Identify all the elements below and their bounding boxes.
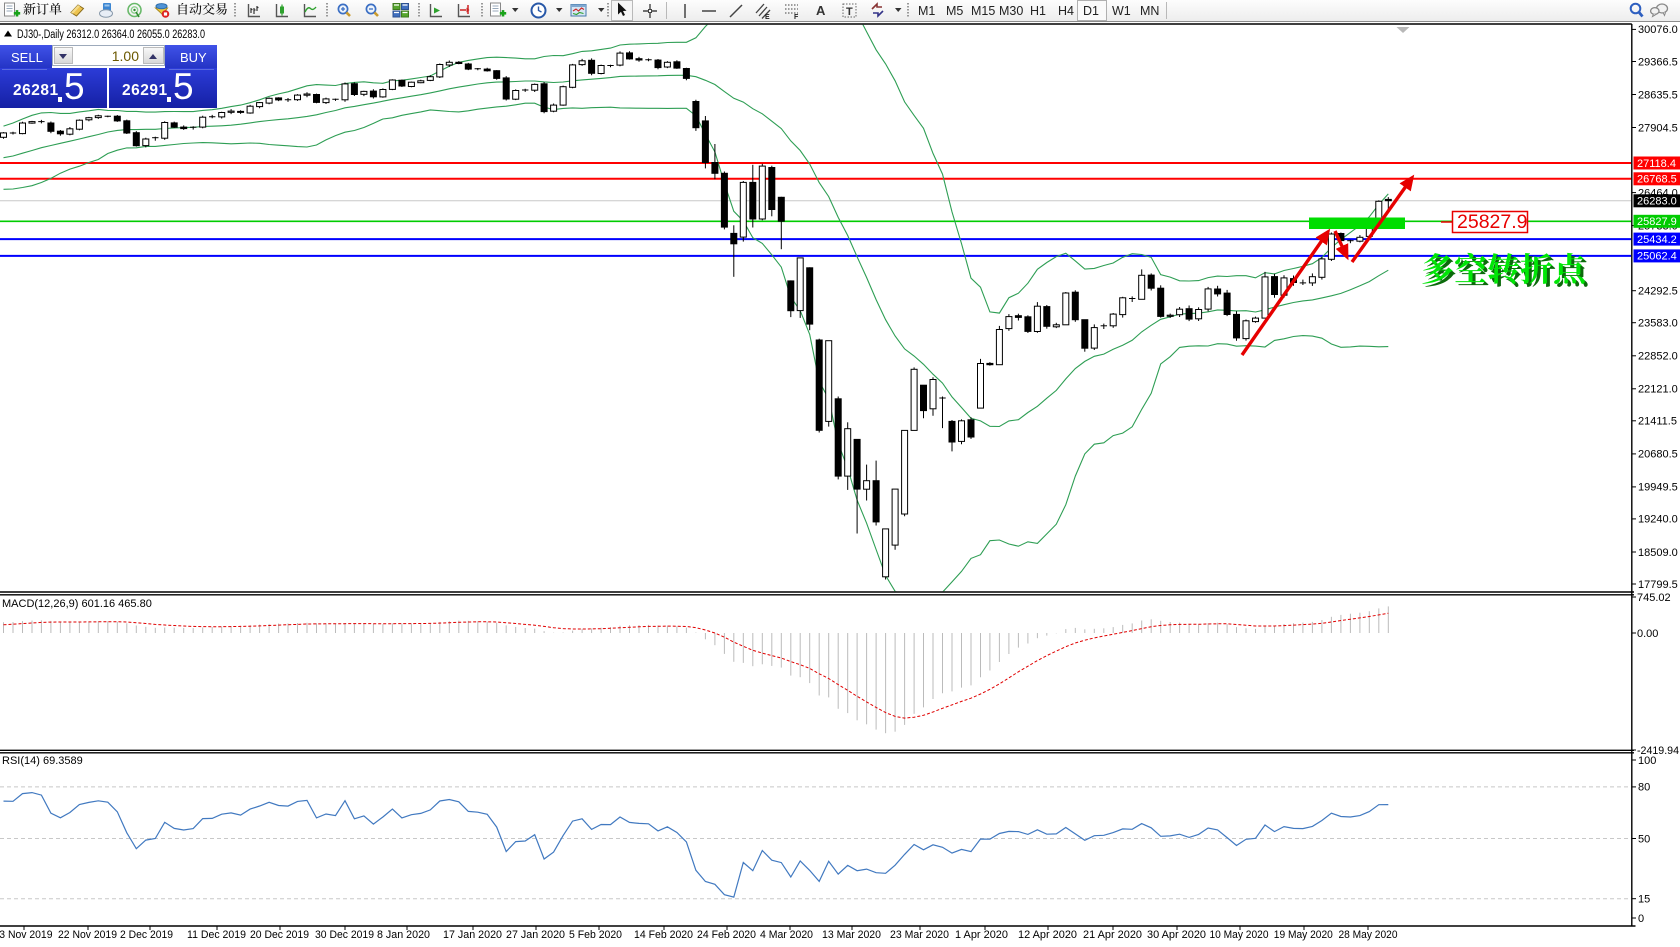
svg-text:21 Apr 2020: 21 Apr 2020 [1083, 929, 1142, 941]
svg-text:27 Jan 2020: 27 Jan 2020 [506, 929, 565, 941]
svg-text:13 Mar 2020: 13 Mar 2020 [822, 929, 881, 941]
svg-text:28635.5: 28635.5 [1638, 89, 1678, 101]
svg-text:27118.4: 27118.4 [1637, 158, 1676, 170]
svg-text:28 May 2020: 28 May 2020 [1339, 929, 1398, 941]
svg-text:11 Dec 2019: 11 Dec 2019 [187, 929, 246, 941]
svg-text:20 Dec 2019: 20 Dec 2019 [250, 929, 309, 941]
svg-text:745.02: 745.02 [1637, 592, 1671, 604]
svg-text:DJ30-,Daily 26312.0 26364.0 2: DJ30-,Daily 26312.0 26364.0 26055.0 2628… [17, 29, 205, 41]
svg-text:13 Nov 2019: 13 Nov 2019 [0, 929, 53, 941]
svg-text:25827.9: 25827.9 [1637, 216, 1677, 228]
svg-text:19240.0: 19240.0 [1638, 514, 1678, 526]
svg-text:10 May 2020: 10 May 2020 [1210, 929, 1269, 941]
svg-text:1 Apr 2020: 1 Apr 2020 [955, 929, 1008, 941]
svg-text:14 Feb 2020: 14 Feb 2020 [634, 929, 693, 941]
svg-text:MACD(12,26,9) 601.16 465.80: MACD(12,26,9) 601.16 465.80 [2, 598, 152, 610]
svg-text:30 Apr 2020: 30 Apr 2020 [1147, 929, 1206, 941]
svg-text:19949.5: 19949.5 [1638, 482, 1678, 494]
svg-text:27904.5: 27904.5 [1638, 122, 1678, 134]
svg-text:12 Apr 2020: 12 Apr 2020 [1018, 929, 1077, 941]
svg-text:T: T [846, 6, 853, 18]
svg-text:30 Dec 2019: 30 Dec 2019 [315, 929, 374, 941]
svg-text:23 Mar 2020: 23 Mar 2020 [890, 929, 949, 941]
svg-text:18509.0: 18509.0 [1638, 547, 1678, 559]
svg-text:25062.4: 25062.4 [1637, 251, 1677, 263]
svg-text:24292.5: 24292.5 [1638, 286, 1678, 298]
svg-text:-2419.94: -2419.94 [1637, 745, 1679, 757]
svg-text:2 Dec 2019: 2 Dec 2019 [120, 929, 173, 941]
svg-text:20680.5: 20680.5 [1638, 449, 1678, 461]
svg-text:25827.9: 25827.9 [1457, 211, 1528, 233]
svg-text:22121.0: 22121.0 [1638, 384, 1678, 396]
svg-text:5 Feb 2020: 5 Feb 2020 [569, 929, 622, 941]
svg-text:17799.5: 17799.5 [1638, 579, 1678, 591]
svg-text:0: 0 [1638, 913, 1644, 925]
svg-text:RSI(14) 69.3589: RSI(14) 69.3589 [2, 755, 83, 767]
svg-text:30076.0: 30076.0 [1638, 24, 1678, 36]
svg-text:26768.5: 26768.5 [1637, 174, 1677, 186]
svg-text:50: 50 [1638, 833, 1650, 845]
svg-text:100: 100 [1638, 755, 1656, 767]
svg-text:19 May 2020: 19 May 2020 [1274, 929, 1333, 941]
svg-text:4 Mar 2020: 4 Mar 2020 [760, 929, 813, 941]
svg-text:E: E [765, 14, 770, 20]
svg-text:22 Nov 2019: 22 Nov 2019 [58, 929, 117, 941]
svg-text:80: 80 [1638, 782, 1650, 794]
svg-text:0.00: 0.00 [1637, 628, 1658, 640]
svg-text:29366.5: 29366.5 [1638, 56, 1678, 68]
svg-text:F: F [794, 14, 799, 20]
svg-text:15: 15 [1638, 894, 1650, 906]
svg-text:8 Jan 2020: 8 Jan 2020 [377, 929, 430, 941]
svg-text:25434.2: 25434.2 [1637, 234, 1677, 246]
svg-text:17 Jan 2020: 17 Jan 2020 [443, 929, 502, 941]
svg-text:22852.0: 22852.0 [1638, 351, 1678, 363]
svg-text:24 Feb 2020: 24 Feb 2020 [697, 929, 756, 941]
svg-text:23583.0: 23583.0 [1638, 318, 1678, 330]
svg-text:21411.5: 21411.5 [1638, 416, 1677, 428]
svg-text:26283.0: 26283.0 [1637, 196, 1677, 208]
